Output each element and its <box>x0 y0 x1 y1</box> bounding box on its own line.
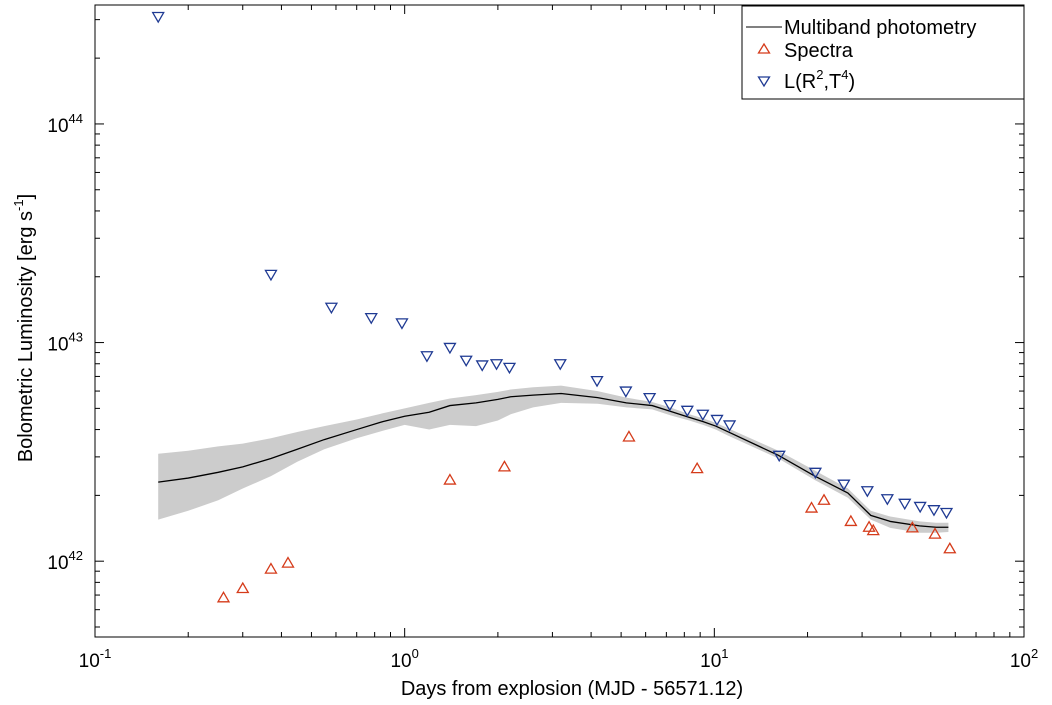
lrt-point <box>590 375 604 388</box>
spectra-point <box>216 591 231 603</box>
lrt-point <box>939 507 954 520</box>
legend-triangle-down-swatch <box>757 76 771 88</box>
lrt-point <box>722 420 737 432</box>
lrt-point <box>443 342 457 355</box>
spectra-point <box>622 430 636 442</box>
spectra-point <box>866 523 880 536</box>
spectra-point <box>443 473 457 485</box>
x-tick-label: 102 <box>1010 646 1038 672</box>
legend-lrt-mid: ,T <box>823 71 841 93</box>
legend-label-photometry: Multiband photometry <box>784 17 976 39</box>
y-tick-label-exp: 42 <box>69 548 83 563</box>
spectra-point <box>690 461 704 474</box>
x-tick-label: 10-1 <box>79 646 112 672</box>
y-axis-label-main: Bolometric Luminosity [erg s <box>15 211 37 462</box>
legend-box <box>741 5 1025 100</box>
lrt-point <box>663 400 677 412</box>
x-tick-label-base: 10 <box>390 651 411 672</box>
y-tick-label-exp: 44 <box>69 111 83 126</box>
y-axis-label-end: ] <box>15 194 37 200</box>
x-tick-label-base: 10 <box>79 651 100 672</box>
spectra-point <box>943 541 957 554</box>
y-tick-label: 1042 <box>47 548 83 574</box>
axes <box>94 4 1025 638</box>
lrt-point <box>860 486 874 498</box>
lrt-point <box>927 505 941 517</box>
y-tick-label-base: 10 <box>47 335 68 356</box>
x-axis-label: Days from explosion (MJD - 56571.12) <box>401 678 743 700</box>
legend-lrt-sup1: 2 <box>816 67 823 82</box>
lrt-point <box>364 313 378 325</box>
y-tick-label-base: 10 <box>47 553 68 574</box>
lrt-point <box>680 405 694 418</box>
spectra-point <box>817 493 831 505</box>
lrt-point <box>489 359 504 371</box>
x-tick-label-base: 10 <box>1010 651 1031 672</box>
lrt-point <box>395 318 409 330</box>
spectra-point <box>281 556 295 568</box>
y-axis-label: Bolometric Luminosity [erg s-1] <box>11 194 37 462</box>
lrt-point <box>619 386 633 398</box>
legend-label-lrt: L(R2,T4) <box>784 67 855 93</box>
lrt-points-layer <box>151 11 954 520</box>
spectra-points-layer <box>216 430 957 603</box>
plot-frame <box>94 4 1025 638</box>
spectra-point <box>928 527 942 539</box>
x-tick-label-exp: 2 <box>1031 646 1038 661</box>
x-tick-label: 100 <box>390 646 418 672</box>
legend-lrt-sup2: 4 <box>841 67 848 82</box>
spectra-point <box>804 501 819 513</box>
lrt-point <box>420 351 434 363</box>
y-tick-label-base: 10 <box>47 116 68 137</box>
legend-triangle-up-swatch <box>757 42 771 54</box>
uncertainty-band <box>158 385 949 533</box>
lrt-point <box>898 498 912 511</box>
x-tick-label-exp: 1 <box>721 646 728 661</box>
spectra-point <box>905 521 919 533</box>
x-tick-label-exp: 0 <box>412 646 419 661</box>
lrt-point <box>880 494 894 506</box>
spectra-point <box>264 562 278 574</box>
lrt-point <box>459 355 473 368</box>
y-tick-label: 1044 <box>47 111 83 137</box>
lrt-point <box>151 11 165 24</box>
x-tick-label-base: 10 <box>700 651 721 672</box>
spectra-point <box>497 460 512 472</box>
photometry-line <box>158 392 949 528</box>
x-tick-label: 101 <box>700 646 728 672</box>
legend-lrt-prefix: L(R <box>784 71 816 93</box>
lrt-point <box>324 302 339 315</box>
photometry-line-layer <box>158 392 949 528</box>
legend: Multiband photometry Spectra L(R2,T4) <box>741 5 1025 100</box>
lrt-point <box>808 467 823 480</box>
uncertainty-band-layer <box>158 385 949 533</box>
spectra-point <box>236 581 250 594</box>
lrt-point <box>502 362 517 375</box>
legend-label-spectra: Spectra <box>784 40 854 62</box>
lrt-point <box>642 392 657 405</box>
spectra-point <box>844 514 858 527</box>
lrt-point <box>772 450 786 463</box>
lrt-point <box>264 269 278 282</box>
y-tick-label: 1043 <box>47 330 83 356</box>
x-tick-label-exp: -1 <box>100 646 112 661</box>
lrt-point <box>696 409 710 422</box>
y-tick-label-exp: 43 <box>69 330 83 345</box>
legend-lrt-suffix: ) <box>848 71 855 93</box>
lrt-point <box>913 501 927 514</box>
y-axis-label-sup: -1 <box>11 199 26 211</box>
lrt-point <box>710 414 724 427</box>
lrt-point <box>553 359 567 371</box>
lrt-point <box>837 479 851 491</box>
lrt-point <box>475 360 489 372</box>
